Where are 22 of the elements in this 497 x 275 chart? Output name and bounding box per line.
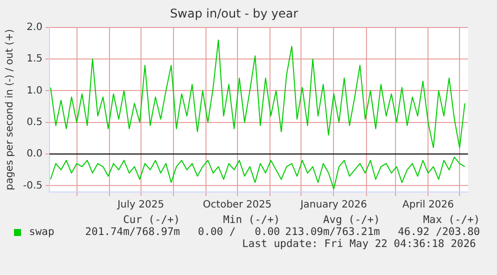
y-axis-title: pages per second in (-) / out (+): [4, 29, 16, 190]
y-tick-label: 2.0: [26, 22, 43, 33]
y-tick-label: 1.0: [26, 85, 43, 96]
x-tick-label: October 2025: [202, 200, 272, 211]
y-tick-label: 1.5: [26, 54, 43, 65]
chart-title: Swap in/out - by year: [170, 6, 298, 20]
text: 46.92 /203.80: [396, 226, 480, 238]
text: Last update: Fri May 22 04:36:18 2026: [241, 238, 477, 250]
y-tick-label: 0.0: [26, 148, 43, 160]
text: Cur (-/+): [122, 214, 180, 226]
text: 213.09m/763.21m: [284, 226, 380, 238]
x-tick-label: January 2026: [299, 200, 368, 211]
y-tick-label: -0.5: [22, 180, 43, 192]
y-tick-label: 0.5: [26, 116, 43, 128]
text: Max (-/+): [422, 214, 480, 226]
text: 0.00 / 0.00: [196, 226, 280, 238]
text: Min (-/+): [222, 214, 280, 226]
text: 201.74m/768.97m: [84, 226, 180, 238]
x-tick-label: July 2025: [116, 200, 164, 211]
legend-label: swap: [29, 226, 54, 238]
x-tick-label: April 2026: [402, 200, 454, 211]
text: Avg (-/+): [322, 214, 380, 226]
